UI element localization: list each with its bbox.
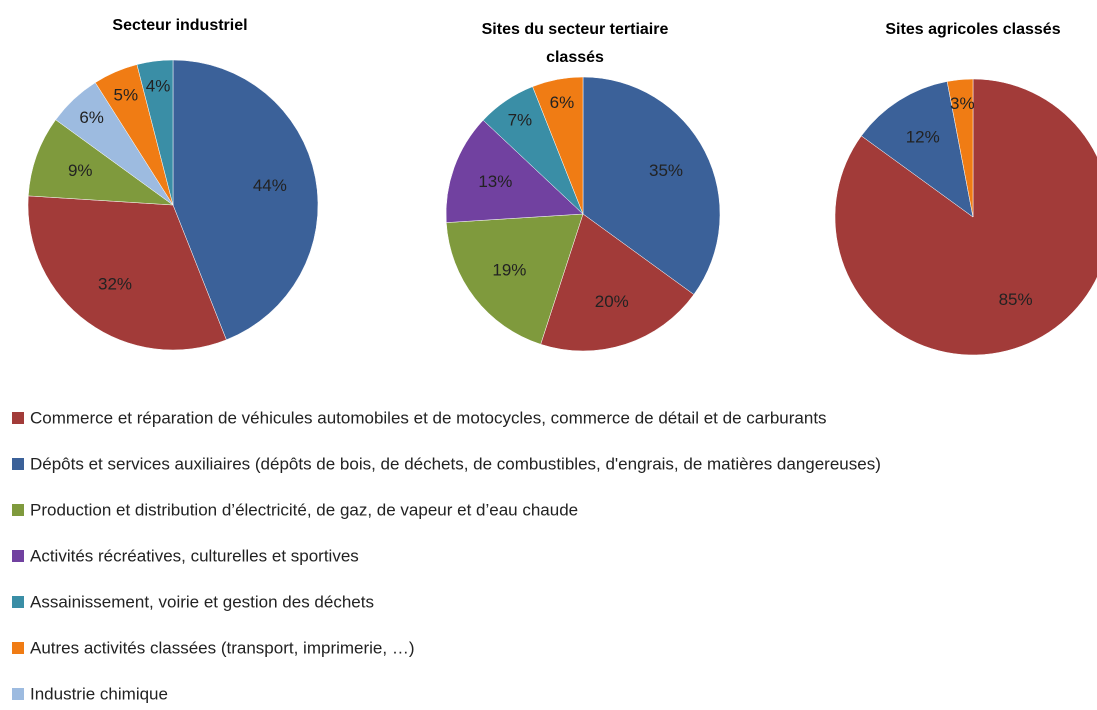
pie-slice bbox=[946, 78, 974, 218]
legend-swatch bbox=[12, 412, 24, 424]
legend-label: Assainissement, voirie et gestion des dé… bbox=[30, 592, 374, 611]
data-label: 32% bbox=[98, 274, 132, 293]
legend-swatch bbox=[12, 550, 24, 562]
data-label: 4% bbox=[146, 77, 171, 96]
data-label: 9% bbox=[68, 161, 93, 180]
data-label: 3% bbox=[950, 94, 975, 113]
legend-label: Autres activités classées (transport, im… bbox=[30, 638, 415, 657]
legend-swatch bbox=[12, 596, 24, 608]
data-label: 44% bbox=[253, 176, 287, 195]
data-label: 6% bbox=[550, 93, 575, 112]
data-label: 5% bbox=[113, 85, 138, 104]
legend-swatch bbox=[12, 688, 24, 700]
pie-slice bbox=[582, 76, 721, 295]
data-label: 13% bbox=[478, 172, 512, 191]
chart-title: Sites agricoles classés bbox=[885, 21, 1061, 38]
legend-label: Dépôts et services auxiliaires (dépôts d… bbox=[30, 454, 881, 473]
data-label: 19% bbox=[492, 261, 526, 280]
data-label: 35% bbox=[649, 161, 683, 180]
pie-slice bbox=[532, 76, 584, 215]
pie-slice bbox=[446, 213, 584, 345]
chart-title: Sites du secteur tertiaire classés bbox=[481, 21, 669, 66]
legend-swatch bbox=[12, 504, 24, 516]
data-label: 6% bbox=[79, 108, 104, 127]
pie-slice bbox=[834, 78, 1097, 356]
legend-label: Production et distribution d’électricité… bbox=[30, 500, 578, 519]
pie-slice bbox=[445, 119, 584, 223]
pie-slice bbox=[172, 59, 319, 341]
data-label: 85% bbox=[999, 290, 1033, 309]
legend-label: Commerce et réparation de véhicules auto… bbox=[30, 408, 827, 427]
data-label: 20% bbox=[595, 292, 629, 311]
pie-slice bbox=[136, 59, 174, 206]
pie-slice bbox=[540, 213, 695, 352]
data-label: 7% bbox=[508, 111, 533, 130]
legend-swatch bbox=[12, 642, 24, 654]
pie-slice bbox=[28, 119, 174, 206]
data-label: 12% bbox=[906, 127, 940, 146]
legend-label: Industrie chimique bbox=[30, 684, 168, 703]
chart-title: Secteur industriel bbox=[112, 17, 248, 34]
legend-swatch bbox=[12, 458, 24, 470]
legend-label: Activités récréatives, culturelles et sp… bbox=[30, 546, 359, 565]
pie-slice bbox=[27, 195, 227, 351]
pie-slice bbox=[861, 81, 974, 218]
